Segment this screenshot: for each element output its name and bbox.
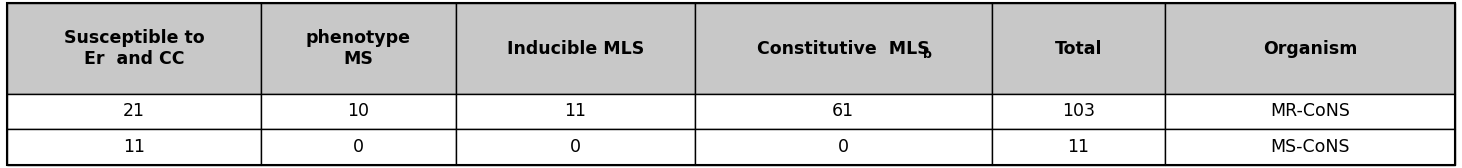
Bar [694,129,991,165]
Bar [1165,129,1455,165]
Bar [1165,94,1455,129]
Bar [7,129,260,165]
Text: phenotype
MS: phenotype MS [306,29,411,68]
Bar [7,3,260,94]
Text: 103: 103 [1061,102,1095,120]
Bar [1165,3,1455,94]
Text: b: b [924,48,933,61]
Bar [260,3,456,94]
Bar [694,3,991,94]
Text: 11: 11 [123,138,145,156]
Text: Inducible MLS: Inducible MLS [507,39,645,57]
Text: 10: 10 [348,102,370,120]
Text: 0: 0 [570,138,580,156]
Bar [456,3,694,94]
Bar [991,3,1165,94]
Bar [7,94,260,129]
Text: MR-CoNS: MR-CoNS [1270,102,1349,120]
Bar [456,129,694,165]
Bar [694,94,991,129]
Text: 11: 11 [1067,138,1089,156]
Text: 0: 0 [838,138,848,156]
Text: 61: 61 [832,102,854,120]
Bar [260,94,456,129]
Text: 11: 11 [564,102,586,120]
Bar [991,94,1165,129]
Text: 0: 0 [352,138,364,156]
Text: Constitutive  MLS: Constitutive MLS [757,39,930,57]
Text: Organism: Organism [1263,39,1357,57]
Text: MS-CoNS: MS-CoNS [1270,138,1349,156]
Text: 21: 21 [123,102,145,120]
Bar [456,94,694,129]
Text: Susceptible to
Er  and CC: Susceptible to Er and CC [64,29,205,68]
Bar [991,129,1165,165]
Text: Total: Total [1054,39,1102,57]
Bar [260,129,456,165]
